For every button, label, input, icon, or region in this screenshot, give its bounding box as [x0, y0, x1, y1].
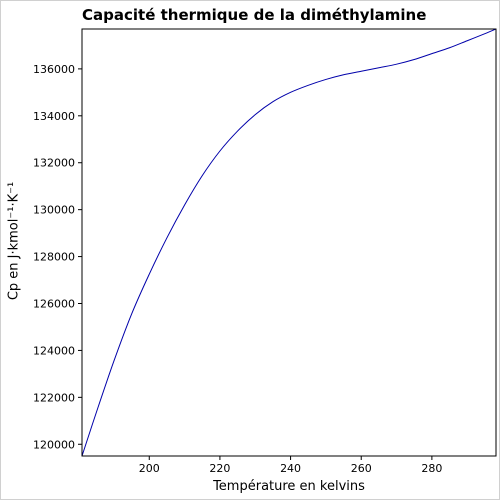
y-tick-label: 134000 [33, 110, 75, 123]
y-tick-label: 124000 [33, 344, 75, 357]
x-tick-label: 260 [351, 462, 372, 475]
series-line [81, 28, 497, 457]
y-tick-label: 136000 [33, 63, 75, 76]
plot-frame [81, 28, 497, 457]
y-tick-label: 122000 [33, 391, 75, 404]
x-axis-label: Température en kelvins [213, 479, 365, 494]
y-tick-label: 132000 [33, 157, 75, 170]
y-axis-label: Cp en J·kmol⁻¹·K⁻¹ [6, 181, 22, 301]
y-tick-label: 126000 [33, 298, 75, 311]
x-tick-label: 200 [139, 462, 160, 475]
x-tick-label: 220 [209, 462, 230, 475]
ticks-layer: 200 220 240 260 280 120000 122000 124000 126000 1… [33, 63, 442, 475]
y-tick-label: 130000 [33, 204, 75, 217]
x-tick-label: 240 [280, 462, 301, 475]
x-tick-label: 280 [421, 462, 442, 475]
y-tick-label: 120000 [33, 438, 75, 451]
series-layer [81, 28, 497, 457]
chart-title: Capacité thermique de la diméthylamine [82, 6, 427, 24]
y-tick-label: 128000 [33, 251, 75, 264]
